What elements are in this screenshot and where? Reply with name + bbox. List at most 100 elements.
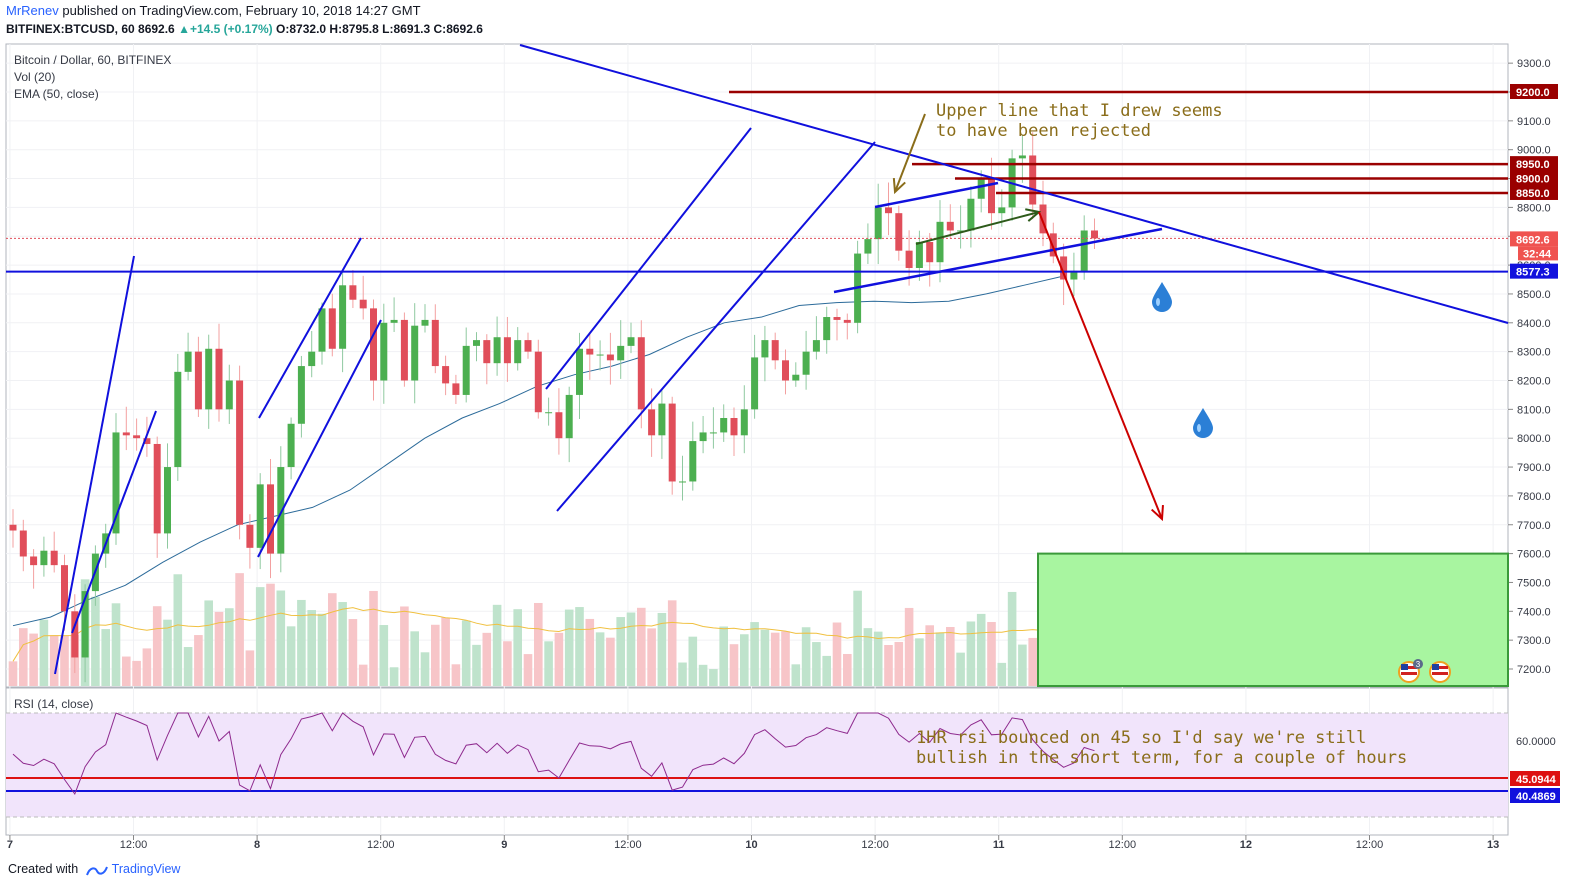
- channel-line: [545, 127, 752, 390]
- volume-bar: [770, 632, 780, 686]
- price-label-support: 8577.3: [1516, 267, 1550, 279]
- price-chart[interactable]: 7200.07300.07400.07500.07600.07700.07800…: [0, 0, 1572, 858]
- volume-bar: [606, 637, 615, 686]
- price-label-resistance: 8950.0: [1516, 159, 1550, 171]
- candle-body: [380, 322, 388, 381]
- candle-body: [133, 435, 141, 439]
- volume-bar: [122, 656, 131, 686]
- candle-body: [833, 317, 841, 320]
- upper-note-line2: to have been rejected: [936, 121, 1151, 141]
- volume-bar: [647, 628, 656, 686]
- rsi-value-label: 60.0000: [1516, 736, 1556, 748]
- wedge-lower-line: [833, 227, 1163, 294]
- candle-body: [184, 351, 192, 372]
- us-flag-event-icon[interactable]: [1429, 661, 1451, 683]
- y-tick-label: 7800.0: [1517, 491, 1551, 503]
- volume-bar: [801, 627, 811, 686]
- volume-bar: [719, 626, 728, 686]
- volume-bar: [132, 660, 141, 686]
- volume-bar: [29, 633, 38, 686]
- green-arrow: [915, 211, 1040, 245]
- volume-bar: [966, 621, 976, 686]
- symbol-quote-line: BITFINEX:BTCUSD, 60 8692.6 ▲+14.5 (+0.17…: [6, 22, 483, 36]
- candle-body: [895, 213, 903, 251]
- volume-bar: [626, 612, 636, 686]
- ohlc-low: 8691.3: [393, 22, 431, 36]
- volume-bar: [760, 629, 770, 686]
- ohlc-low-label: L:: [382, 22, 394, 36]
- price-label-resistance: 8850.0: [1516, 188, 1550, 200]
- candle-body: [957, 230, 965, 232]
- volume-bar: [554, 632, 564, 686]
- rsi-line: [12, 712, 1095, 796]
- y-tick-label: 8400.0: [1517, 318, 1551, 330]
- volume-bar: [286, 626, 296, 686]
- volume-bar: [1018, 644, 1027, 686]
- volume-bar: [729, 644, 739, 686]
- volume-bar: [328, 593, 337, 686]
- candle-body: [524, 340, 532, 352]
- y-tick-label: 8800.0: [1517, 202, 1551, 214]
- red-arrow: [1038, 211, 1163, 520]
- y-tick-label: 7700.0: [1517, 520, 1551, 532]
- price-label-bg: [1510, 263, 1558, 279]
- last-price: 8692.6: [138, 22, 175, 36]
- time-axis[interactable]: [6, 836, 1508, 856]
- volume-bar: [997, 662, 1007, 686]
- candle-body: [720, 418, 728, 433]
- volume-bar: [152, 606, 162, 686]
- y-tick-label: 7900.0: [1517, 462, 1551, 474]
- volume-bar: [976, 613, 986, 686]
- candle-body: [215, 348, 223, 410]
- candle-body: [730, 418, 738, 436]
- tradingview-link[interactable]: TradingView: [111, 862, 181, 876]
- volume-bar: [441, 617, 450, 686]
- x-tick-label: 12:00: [120, 839, 148, 851]
- channel-line: [71, 410, 157, 634]
- target-zone: [1037, 552, 1509, 687]
- volume-bar: [101, 629, 110, 686]
- volume-bar: [637, 607, 646, 686]
- candle-body: [421, 319, 429, 326]
- candle-body: [1060, 256, 1068, 280]
- volume-bar: [173, 574, 183, 686]
- volume-bar: [183, 647, 193, 686]
- candle-body: [349, 285, 357, 300]
- candle-body: [452, 383, 460, 395]
- volume-bar: [431, 624, 440, 686]
- candle-body: [761, 340, 769, 358]
- volume-bar: [534, 602, 543, 686]
- rsi-value-label-bg: [1510, 733, 1560, 748]
- descending-trendline: [519, 44, 1509, 324]
- ohlc-open-label: O:: [276, 22, 290, 36]
- volume-bar: [698, 664, 708, 686]
- candle-body: [885, 207, 892, 214]
- candle-body: [565, 394, 573, 439]
- volume-bar: [317, 613, 327, 686]
- candle-body: [998, 207, 1006, 214]
- us-flag-event-icon[interactable]: 3: [1398, 659, 1423, 683]
- publish-text: published on TradingView.com, February 1…: [58, 3, 421, 18]
- candle-body: [1018, 155, 1026, 159]
- author-link[interactable]: MrRenev: [6, 3, 59, 18]
- price-label-bg: [1510, 184, 1558, 200]
- volume-bar: [461, 620, 471, 686]
- time-axis-labels: 7 12:00 8 12:00 9 12:00 10 12:00 11 12:00 12 12:00 1…: [7, 835, 1499, 851]
- candle-body: [493, 337, 501, 364]
- footer: Created with TradingView: [8, 862, 180, 876]
- candle-body: [267, 484, 274, 554]
- volume-bar: [791, 664, 801, 686]
- volume-bar: [575, 607, 584, 686]
- volume-bar: [873, 631, 883, 686]
- candle-body: [576, 348, 583, 395]
- volume-bar: [822, 655, 831, 686]
- candle-body: [699, 432, 707, 442]
- volume-bar: [163, 619, 172, 686]
- rsi-value-label-bg: [1510, 771, 1560, 786]
- candle-body: [679, 481, 686, 483]
- ohlc-high: 8795.8: [342, 22, 379, 36]
- rsi-value-label: 45.0944: [1516, 774, 1557, 786]
- volume-bar: [503, 641, 512, 686]
- candle-body: [596, 354, 604, 356]
- ohlc-high-label: H:: [329, 22, 343, 36]
